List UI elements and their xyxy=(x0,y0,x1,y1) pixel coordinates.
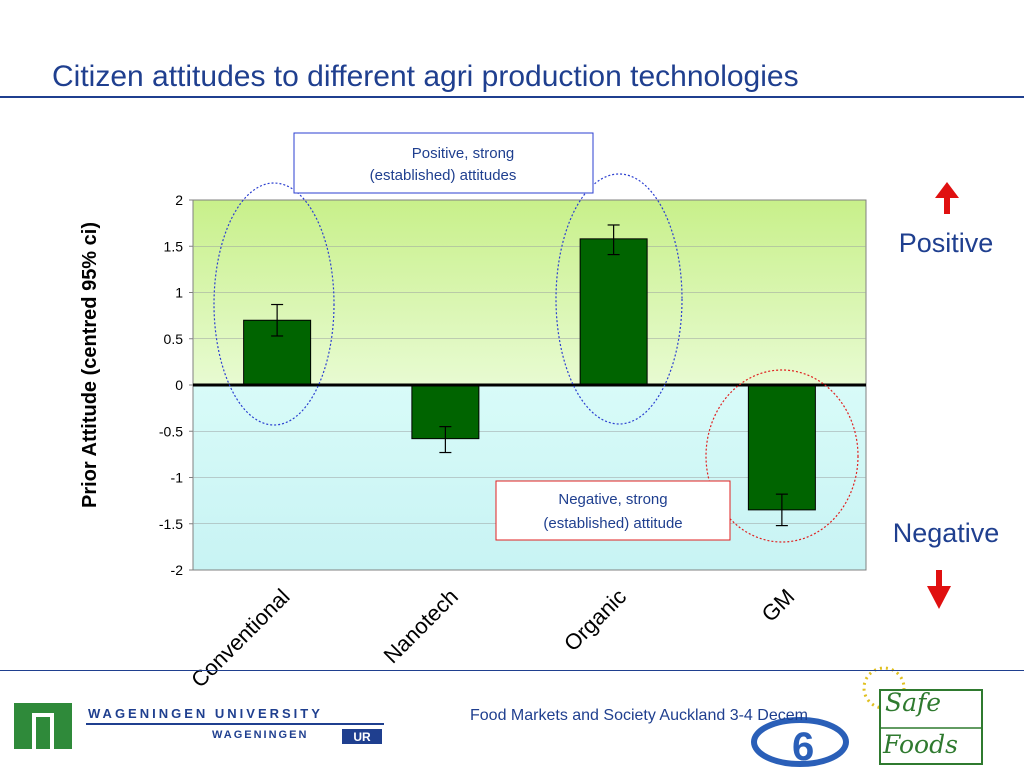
x-tick-label-conventional: Conventional xyxy=(186,584,294,692)
wageningen-university-text: WAGENINGEN UNIVERSITY xyxy=(88,706,323,721)
annotation-positive-box xyxy=(293,132,594,194)
footer-divider xyxy=(0,670,1024,671)
bar-organic xyxy=(579,238,648,386)
highlight-ellipse-gm xyxy=(705,369,859,543)
wageningen-text: WAGENINGEN xyxy=(212,729,309,741)
y-tick-label: 2 xyxy=(175,192,183,208)
eu-fp6-logo-icon: 6 xyxy=(751,717,849,768)
highlight-ellipse-organic xyxy=(555,173,683,425)
error-bars xyxy=(271,224,788,527)
x-tick-label-gm: GM xyxy=(757,584,800,627)
up-arrow-icon xyxy=(935,182,959,214)
x-axis-labels: Conventional Nanotech Organic GM xyxy=(186,584,799,692)
bar-gm xyxy=(747,384,816,511)
highlight-ellipse-conventional xyxy=(213,182,335,426)
annotation-positive-line2: (established) attitudes xyxy=(370,167,517,184)
y-tick-label: -1.5 xyxy=(159,516,183,532)
safefoods-text-line1: Safe xyxy=(885,688,942,717)
annotation-negative-box xyxy=(495,480,731,541)
safefoods-logo-icon xyxy=(879,689,983,765)
annotation-positive-line1: Positive, strong xyxy=(412,145,515,162)
positive-label: Positive xyxy=(899,228,994,258)
svg-text:6: 6 xyxy=(792,725,814,768)
wageningen-ur-box xyxy=(342,729,382,744)
slide-title: Citizen attitudes to different agri prod… xyxy=(52,60,799,93)
top-divider xyxy=(0,96,1024,98)
y-tick-label: 1 xyxy=(175,285,183,301)
y-tick-label: 0 xyxy=(175,377,183,393)
y-tick-label: 1.5 xyxy=(164,238,184,254)
y-axis-label: Prior Attitude (centred 95% ci) xyxy=(79,222,101,508)
footer-conference-text: Food Markets and Society Auckland 3-4 De… xyxy=(470,707,808,724)
annotation-negative-line2: (established) attitude xyxy=(543,515,682,532)
safefoods-text-line2: Foods xyxy=(883,730,958,759)
x-tick-label-organic: Organic xyxy=(559,584,631,656)
y-tick-label: -0.5 xyxy=(159,423,183,439)
y-tick-label: 0.5 xyxy=(164,331,184,347)
x-tick-label-nanotech: Nanotech xyxy=(379,584,463,668)
y-tick-label: -1 xyxy=(171,470,184,486)
down-arrow-icon xyxy=(927,570,951,609)
wageningen-ur-text: UR xyxy=(353,730,371,744)
y-axis-ticks: 2 1.5 1 0.5 0 -0.5 -1 -1.5 -2 xyxy=(159,192,193,578)
wageningen-logo-icon xyxy=(14,703,72,749)
bars xyxy=(243,238,816,511)
y-tick-label: -2 xyxy=(171,562,184,578)
annotation-negative-line1: Negative, strong xyxy=(558,491,667,508)
negative-label: Negative xyxy=(893,518,1000,548)
